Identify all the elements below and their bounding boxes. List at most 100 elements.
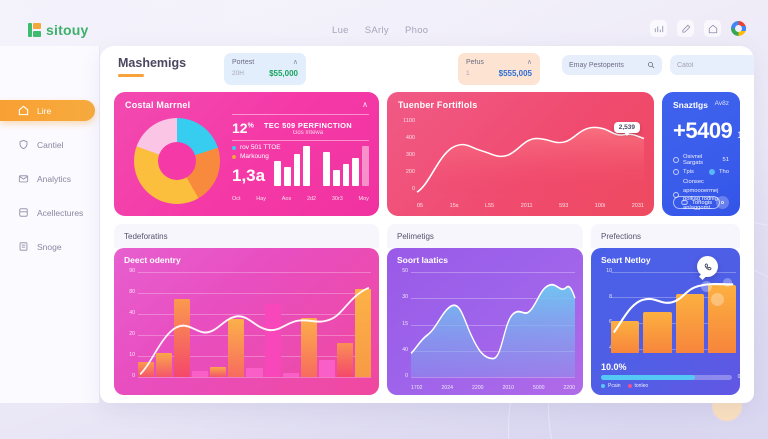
torlogis-button[interactable]: Torlogis [673, 196, 720, 209]
x-tick: Moy [358, 196, 369, 202]
home-icon[interactable] [704, 20, 721, 37]
x-tick: 2d2 [306, 196, 317, 202]
kpi-chip-sub: 1 [466, 70, 470, 77]
kpi-chip-portest[interactable]: Portest ∧ 20H $55,000 [224, 53, 306, 85]
x-tick: Hay [256, 196, 267, 202]
sidebar-item-label: Acellectures [37, 207, 84, 218]
legend-label: tonleo [634, 383, 649, 389]
settings-icon[interactable] [716, 196, 729, 209]
y-tick: 90 [129, 268, 135, 274]
card-soort-iaatics[interactable]: Soort Iaatics 50 30 15 40 0 [387, 248, 583, 395]
section-prefections[interactable]: Prefections [591, 224, 740, 248]
x-tick: 2031 [631, 203, 644, 209]
sidebar-item-acellectures[interactable]: Acellectures [0, 202, 99, 223]
chevron-up-icon[interactable]: ∧ [362, 100, 368, 109]
kpi-chip-label: Pefus [466, 58, 484, 66]
top-bar: sitouy Lue SArly Phoo [0, 0, 768, 46]
list-icon [18, 241, 29, 252]
progress-percent: 10.0% [601, 362, 627, 372]
big-metric: 1,3a [232, 166, 266, 185]
chart-legend: Pcain tonleo [601, 383, 732, 389]
page-title: Mashemigs [118, 56, 187, 70]
kpi-chip-sub: 20H [232, 70, 244, 77]
y-tick: 200 [405, 169, 415, 175]
y-tick: 80 [129, 289, 135, 295]
kpi-percent: 12% [232, 120, 254, 136]
kpi-chip-label: Portest [232, 58, 255, 66]
card-title: Deect odentry [124, 255, 181, 265]
bullet-icon [673, 169, 679, 175]
card-snaztlgs[interactable]: Snaztlgs Av8z +5409 109% Osivnel Sargats… [662, 92, 740, 216]
sidebar: Lire Cantiel Analytics Acellectures [0, 46, 100, 403]
category-select[interactable]: Catol [670, 55, 754, 75]
card-title: Snaztlgs [673, 100, 708, 110]
mail-icon [18, 173, 29, 184]
top-nav-item-0[interactable]: Lue [332, 25, 349, 36]
list-item-label: Tpis [683, 169, 694, 175]
y-axis: 1100 400 300 200 0 [395, 118, 415, 192]
sidebar-item-label: Analytics [37, 173, 72, 184]
brand-name: sitouy [46, 22, 89, 38]
section-pelimetigs[interactable]: Pelimetigs [387, 224, 583, 248]
y-tick: 20 [129, 331, 135, 337]
sidebar-item-label: Cantiel [37, 139, 64, 150]
brand-logo[interactable]: sitouy [28, 22, 88, 38]
card-seart-netloy[interactable]: Seart Netloy 10 8 6 4 [591, 248, 740, 395]
card-deect-odentry[interactable]: Deect odentry 90 80 40 20 10 0 [114, 248, 379, 395]
legend-item: tonleo [627, 383, 649, 389]
chevron-up-icon: ∧ [526, 59, 532, 66]
top-nav-item-2[interactable]: Phoo [404, 25, 429, 36]
x-axis: 05 15s L55 2011 593 100i 2031 [417, 203, 644, 209]
x-tick: 2200 [563, 385, 575, 391]
y-tick: 40 [129, 310, 135, 316]
list-item-value: Tho [719, 169, 729, 175]
analytics-icon[interactable] [650, 20, 667, 37]
x-axis: 1702 2024 2200 2010 5000 2200 [411, 385, 575, 391]
y-tick: 50 [402, 268, 408, 274]
phone-chat-icon[interactable] [697, 256, 718, 277]
top-nav: Lue SArly Phoo [332, 25, 428, 36]
x-tick: 05 [417, 203, 424, 209]
legend-item: Markoung [232, 153, 369, 160]
section-tedeforatins[interactable]: Tedeforatins [114, 224, 379, 248]
sidebar-item-label: Lire [37, 105, 52, 116]
y-tick: 1100 [403, 118, 415, 124]
edit-pen-icon[interactable] [677, 20, 694, 37]
home-icon [18, 105, 29, 116]
search-icon[interactable] [647, 61, 655, 69]
x-tick: 2010 [502, 385, 514, 391]
list-item[interactable]: Osivnel Sargats 51 [673, 154, 729, 166]
x-tick: Oct [232, 196, 241, 202]
card-subtitle: Av8z [714, 100, 729, 107]
card-tuenber-fortiflols[interactable]: Tuenber Fortiflols 1100 400 300 200 0 [387, 92, 654, 216]
legend-item: Pcain [601, 383, 621, 389]
search-input[interactable]: Emay Pestopents [562, 55, 662, 75]
legend-label: Pcain [608, 383, 621, 389]
sidebar-item-analytics[interactable]: Analytics [0, 168, 99, 189]
google-account-icon[interactable] [731, 21, 746, 36]
sidebar-item-lire[interactable]: Lire [0, 100, 95, 121]
panel-header: Mashemigs Portest ∧ 20H $55,000 Pefus ∧ [100, 46, 754, 92]
card-icon [681, 200, 688, 205]
chart-tooltip: 2,539 [613, 122, 640, 136]
card-title: Costal Marrnel [125, 100, 191, 110]
top-icon-group [650, 20, 746, 37]
y-tick: 0 [132, 373, 135, 379]
top-nav-item-1[interactable]: SArly [364, 25, 389, 36]
bullet-icon [673, 157, 679, 163]
card-costal-marrnel[interactable]: Costal Marrnel ∧ 12% TEC 509 PERFINCTION… [114, 92, 379, 216]
chevron-up-icon: ∧ [292, 59, 298, 66]
sidebar-item-snoge[interactable]: Snoge [0, 236, 99, 257]
trend-line-layer [138, 272, 371, 377]
bar-chart [611, 276, 736, 353]
y-tick: 10 [606, 268, 612, 274]
chart-legend: rov 501 TTOE Markoung [232, 144, 369, 160]
stats-card-header: Snaztlgs Av8z [673, 100, 729, 110]
list-item[interactable]: Tpis Tho [673, 169, 729, 175]
card-row-secondary: Deect odentry 90 80 40 20 10 0 [114, 248, 740, 395]
kpi-chip-pefus[interactable]: Pefus ∧ 1 $555,005 [458, 53, 540, 85]
button-label: Torlogis [692, 199, 712, 206]
y-tick: 40 [402, 346, 408, 353]
sidebar-item-cantiel[interactable]: Cantiel [0, 134, 99, 155]
